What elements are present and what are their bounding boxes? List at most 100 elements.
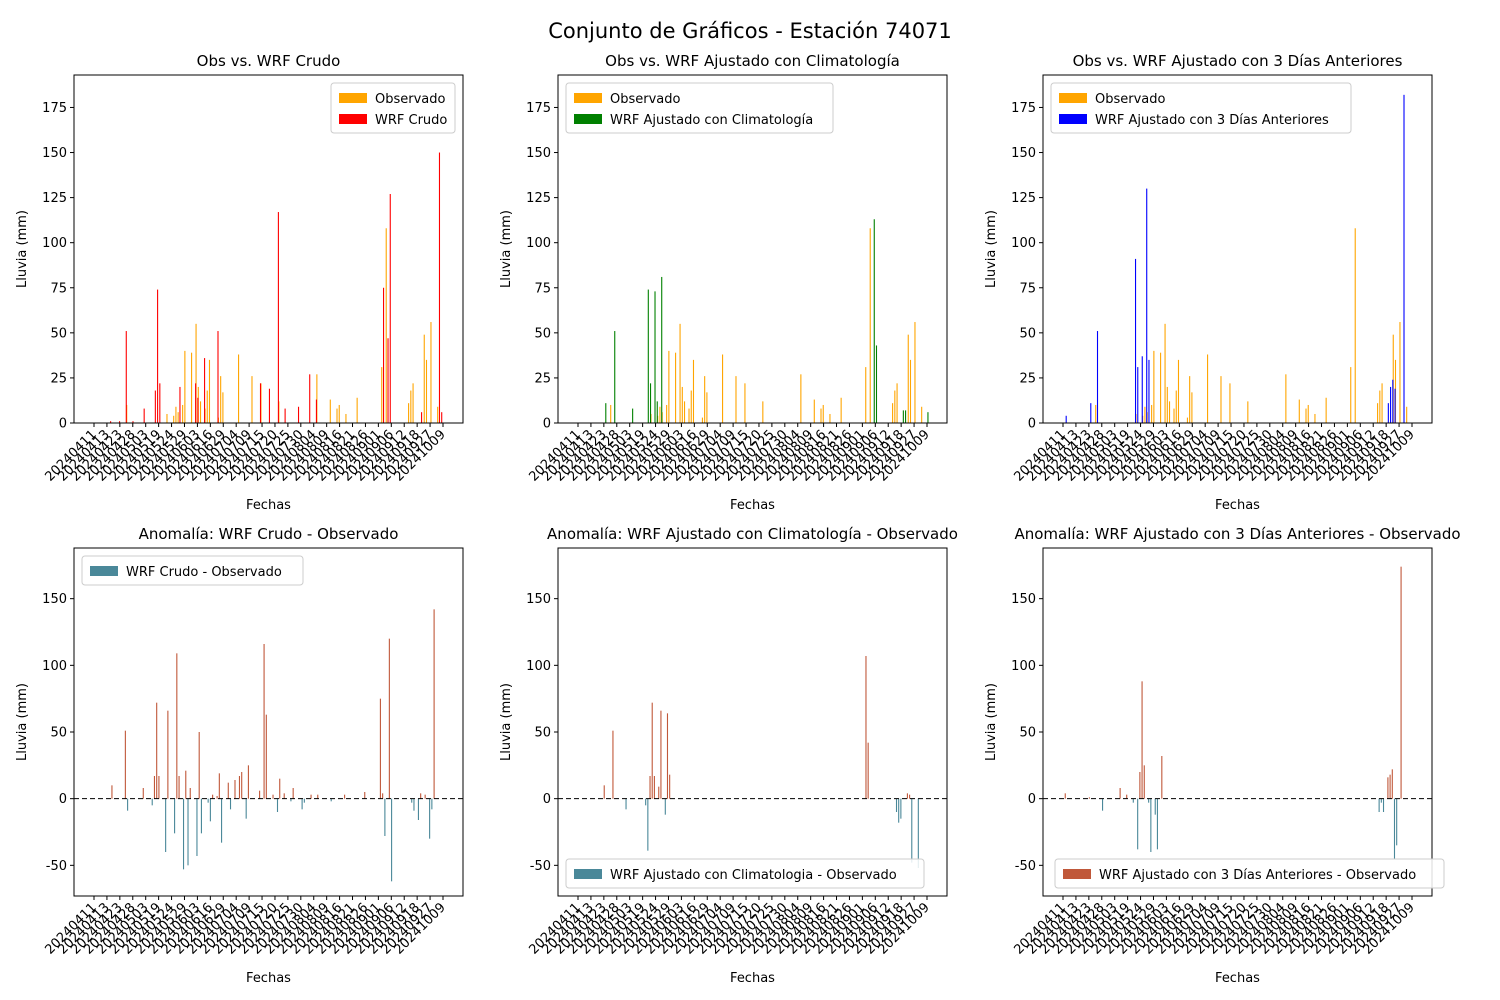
bar-observado [1153,350,1155,423]
bar-observado [1406,406,1408,423]
bar-wrf [927,412,929,423]
y-axis-label: Lluvia (mm) [984,683,999,761]
bar-observado [381,367,383,423]
bar-observado [865,367,867,423]
legend-label: WRF Ajustado con Climatologia - Observad… [610,868,897,883]
bar-observado [688,408,690,423]
y-tick-label: 25 [50,371,67,386]
bar-anomaly-positive [382,793,384,799]
x-axis: 2024041120240413202404232024042820240503… [526,423,933,485]
bar-anomaly-positive [292,788,294,799]
y-tick-label: -50 [530,859,551,874]
y-axis-label: Lluvia (mm) [15,210,30,288]
bar-anomaly-positive [156,702,158,799]
bar-anomaly-positive [218,773,220,799]
bar-observado [345,413,347,423]
y-axis-label: Lluvia (mm) [499,210,514,288]
bar-anomaly-positive [666,713,669,799]
bar-anomaly-negative [1148,798,1150,803]
bar-observado [820,408,822,423]
bar-observado [1350,367,1352,423]
bar-observado [701,417,703,423]
bars-group [111,609,435,882]
bar-wrf [1146,188,1148,423]
bar-observado [184,350,186,423]
bar-wrf [1390,386,1392,423]
bar-anomaly-negative [1137,798,1139,850]
bar-observado [692,359,695,423]
bar-wrf [195,383,197,423]
bar-wrf [125,331,127,423]
bar-anomaly-positive [216,796,218,799]
y-tick-label: 175 [1011,101,1036,116]
bar-wrf [614,331,616,423]
y-tick-label: -50 [1015,859,1036,874]
bar-anomaly-positive [388,638,390,799]
y-axis: -50 0 50 100 150 [1011,592,1043,874]
bar-anomaly-positive [1161,756,1163,799]
bar-anomaly-positive [176,653,178,799]
bar-observado [681,386,683,423]
bar-observado [1164,323,1166,423]
y-tick-label: 0 [1028,417,1036,432]
y-tick-label: 125 [526,191,551,206]
y-axis: 0 25 50 75 100 125 150 175 [1011,101,1043,432]
bar-anomaly-negative [301,798,303,810]
bar-wrf [905,410,907,423]
bar-wrf [605,403,607,423]
bar-anomaly-positive [317,794,319,799]
bar-wrf [387,338,389,423]
bar-wrf [154,390,156,423]
legend-swatch [1063,869,1091,879]
bar-anomaly-positive [158,776,160,799]
bar-observado [425,359,428,423]
bar-wrf [179,386,181,423]
bar-anomaly-positive [241,772,243,799]
y-tick-label: 100 [1011,659,1036,674]
y-axis: 0 25 50 75 100 125 150 175 [42,101,74,432]
bar-anomaly-positive [1088,797,1090,799]
legend-swatch [574,93,602,103]
x-axis: 2024041120240413202404232024042820240503… [42,423,449,485]
bar-wrf [309,374,311,423]
y-tick-label: -50 [46,859,67,874]
bar-anomaly-positive [364,792,366,799]
y-tick-label: 150 [526,146,551,161]
bar-anomaly-negative [276,798,279,812]
bar-observado [410,390,412,423]
bar-observado [1305,408,1307,423]
bar-observado [706,392,708,423]
bar-anomaly-negative [1378,798,1380,812]
bar-wrf [649,383,652,423]
bar-observado [744,383,746,423]
bar-observado [177,412,179,423]
bar-anomaly-negative [1150,798,1152,852]
subplot-title: Anomalía: WRF Crudo - Observado [139,525,399,543]
x-axis-label: Fechas [1215,498,1260,513]
y-tick-label: 50 [1019,726,1036,741]
legend: Observado WRF Ajustado con Climatología [565,82,834,134]
y-tick-label: 50 [50,726,67,741]
legend-swatch [339,93,367,103]
bar-anomaly-positive [1391,769,1393,799]
bar-observado [412,383,414,423]
bar-observado [610,404,612,423]
bar-observado [907,334,909,423]
bar-observado [1285,374,1287,423]
bar-observado [829,413,831,423]
bar-observado [1325,397,1327,423]
bar-anomaly-negative [165,798,167,852]
bar-wrf [656,401,658,423]
x-axis: 2024041120240413202404232024042820240503… [526,896,933,958]
bar-anomaly-negative [330,798,332,802]
legend-box [81,555,304,586]
y-axis: 0 25 50 75 100 125 150 175 [526,101,558,432]
legend-box [1054,858,1445,889]
bar-anomaly-negative [200,798,202,834]
bar-anomaly-negative [900,798,902,819]
y-tick-label: 150 [526,592,551,607]
bar-anomaly-negative [303,798,305,803]
bar-anomaly-positive [649,776,651,799]
bar-wrf [110,421,112,423]
bar-observado [675,352,677,423]
